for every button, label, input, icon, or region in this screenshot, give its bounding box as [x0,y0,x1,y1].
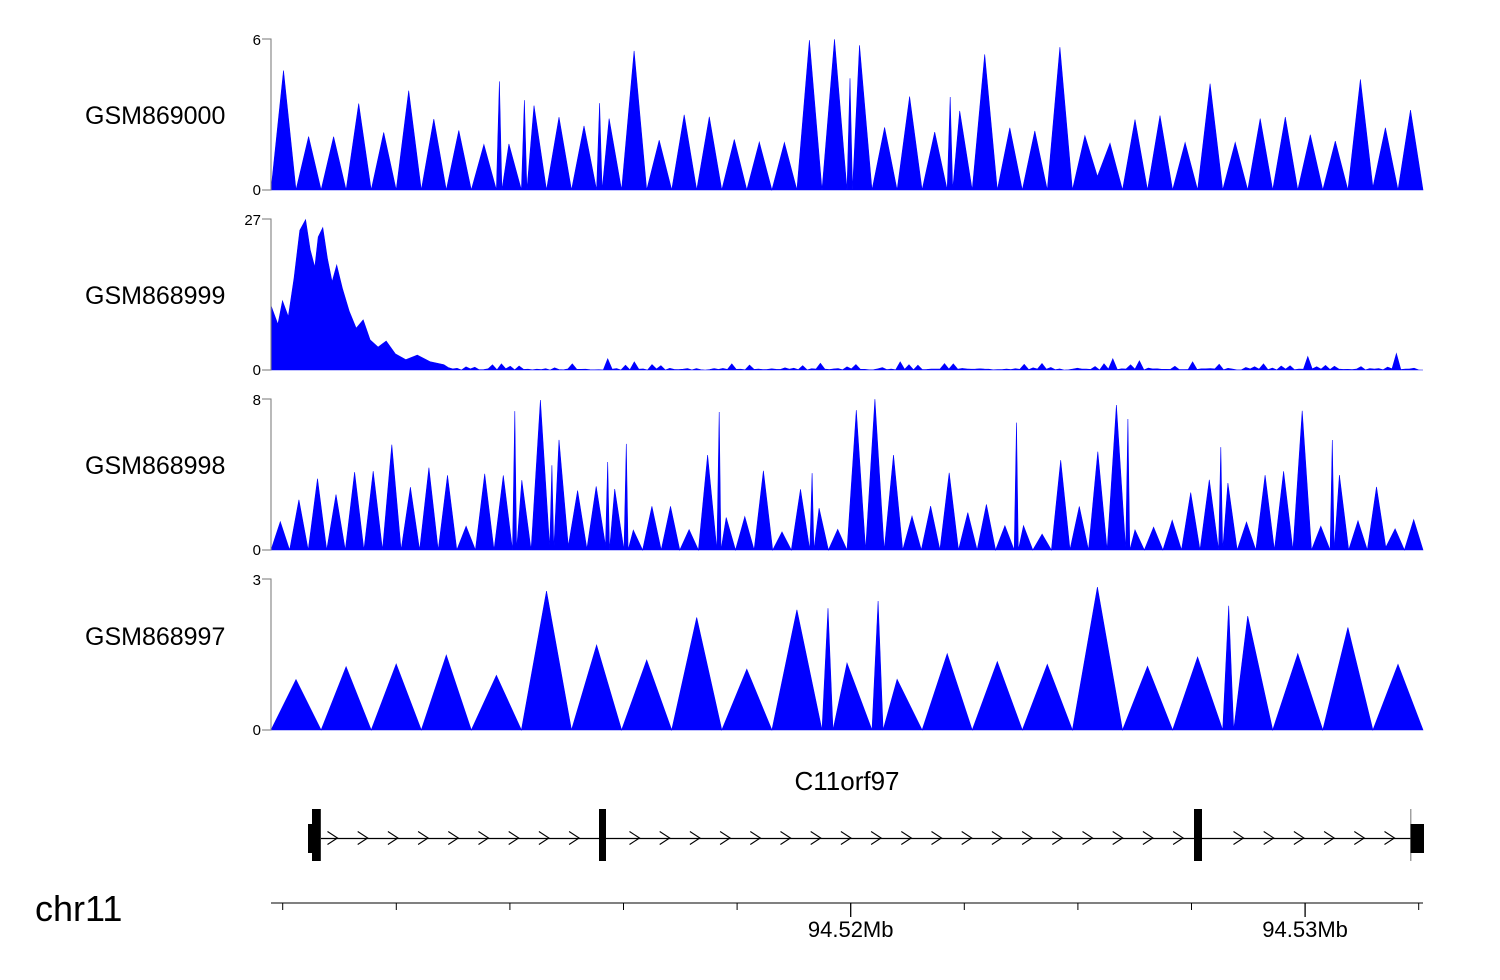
svg-text:0: 0 [253,182,261,199]
svg-text:0: 0 [253,542,261,559]
svg-text:GSM868997: GSM868997 [85,623,225,651]
svg-text:0: 0 [253,722,261,739]
svg-text:27: 27 [244,212,261,229]
svg-text:3: 3 [253,572,261,589]
svg-text:94.53Mb: 94.53Mb [1262,917,1348,942]
svg-text:0: 0 [253,362,261,379]
svg-text:C11orf97: C11orf97 [794,766,899,796]
svg-text:chr11: chr11 [35,888,122,929]
svg-text:8: 8 [253,392,261,409]
svg-text:6: 6 [253,32,261,49]
svg-text:GSM868998: GSM868998 [85,452,225,480]
svg-text:GSM868999: GSM868999 [85,282,225,310]
svg-text:GSM869000: GSM869000 [85,102,225,130]
svg-text:94.52Mb: 94.52Mb [808,917,894,942]
